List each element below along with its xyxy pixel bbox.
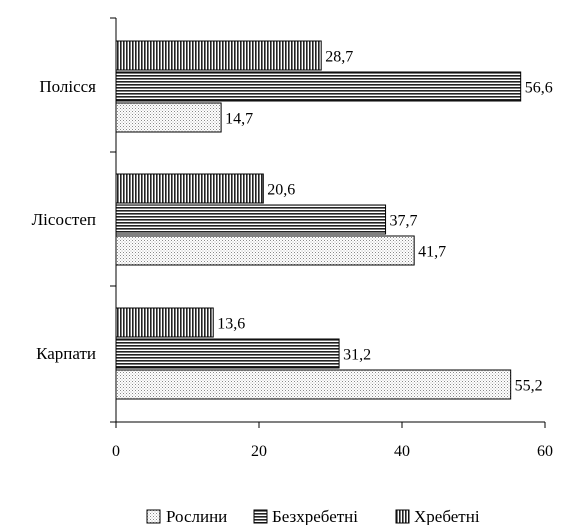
data-label: 55,2 bbox=[515, 378, 543, 395]
legend-label: Рослини bbox=[166, 507, 227, 525]
bar-horizontal-lines bbox=[115, 71, 522, 102]
legend-label: Хребетні bbox=[414, 507, 480, 525]
bar-vertical-lines bbox=[115, 307, 214, 338]
data-label: 28,7 bbox=[325, 49, 353, 66]
legend-swatch-vertical-lines bbox=[395, 509, 410, 524]
bar-vertical-lines bbox=[115, 40, 322, 71]
data-label: 14,7 bbox=[225, 111, 253, 128]
legend-swatch-dots bbox=[146, 509, 161, 524]
bar-vertical-lines bbox=[115, 173, 264, 204]
x-tick-label: 0 bbox=[112, 443, 120, 460]
plot-area: 0 20 40 60 Полісся 28,7 56,6 14,7 Лісостеп 20,6 37… bbox=[32, 17, 553, 460]
category-label: Полісся bbox=[39, 77, 96, 96]
data-label: 20,6 bbox=[267, 182, 295, 199]
bar-dots bbox=[115, 369, 512, 400]
bar-dots bbox=[115, 102, 222, 133]
bar-horizontal-lines bbox=[115, 204, 387, 235]
legend-swatch-horizontal-lines bbox=[253, 509, 268, 524]
category-label: Лісостеп bbox=[32, 210, 96, 229]
data-label: 56,6 bbox=[525, 80, 553, 97]
bar-dots bbox=[115, 235, 415, 266]
data-label: 31,2 bbox=[343, 347, 371, 364]
x-tick-label: 60 bbox=[537, 443, 553, 460]
x-tick-label: 20 bbox=[251, 443, 267, 460]
data-label: 37,7 bbox=[390, 213, 418, 230]
bar-horizontal-lines bbox=[115, 338, 340, 369]
legend-label: Безхребетні bbox=[272, 507, 358, 525]
data-label: 41,7 bbox=[418, 244, 446, 261]
legend: Рослини Безхребетні Хребетні bbox=[146, 507, 480, 525]
x-tick-label: 40 bbox=[394, 443, 410, 460]
category-label: Карпати bbox=[36, 344, 96, 363]
data-label: 13,6 bbox=[217, 316, 245, 333]
